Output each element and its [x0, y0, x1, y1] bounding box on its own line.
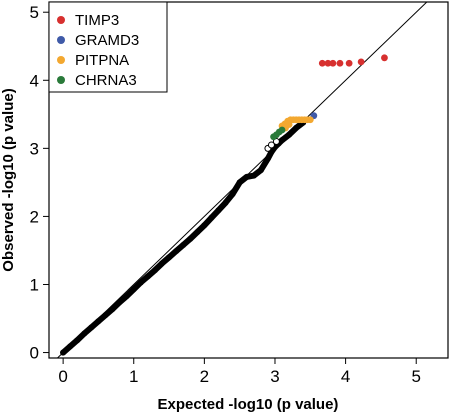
background-point: [201, 222, 208, 229]
background-point: [109, 305, 116, 312]
legend-label-timp3: TIMP3: [75, 12, 119, 29]
background-point: [151, 267, 158, 274]
background-point: [166, 254, 173, 261]
background-point: [236, 179, 243, 186]
y-tick-label: 3: [30, 139, 39, 158]
background-point: [123, 293, 130, 300]
x-tick-label: 4: [341, 367, 350, 386]
background-point: [194, 229, 201, 236]
legend-label-gramd3: GRAMD3: [75, 32, 139, 49]
timp3-point: [318, 59, 326, 67]
background-point: [60, 349, 67, 356]
y-axis-title: Observed -log10 (p value): [0, 88, 17, 271]
legend-marker-chrna3: [57, 76, 65, 84]
background-point: [279, 137, 286, 144]
background-point: [173, 248, 180, 255]
y-tick-label: 0: [30, 344, 39, 363]
y-tick-label: 1: [30, 275, 39, 294]
timp3-point: [329, 59, 337, 67]
background-point: [264, 155, 271, 162]
timp3-point: [357, 58, 365, 66]
legend-marker-timp3: [57, 16, 65, 24]
background-point: [180, 242, 187, 249]
background-point: [215, 207, 222, 214]
background-point: [102, 312, 109, 319]
background-point: [158, 260, 165, 267]
background-point: [81, 330, 88, 337]
background-point: [243, 173, 250, 180]
legend: TIMP3 GRAMD3 PITPNA CHRNA3: [48, 1, 168, 93]
y-axis: 0 1 2 3 4 5: [30, 3, 49, 363]
timp3-point: [381, 54, 388, 62]
plot-frame: [48, 1, 449, 359]
x-tick-label: 2: [200, 367, 209, 386]
background-point: [293, 124, 300, 131]
legend-label-chrna3: CHRNA3: [75, 72, 137, 89]
x-tick-label: 0: [58, 367, 67, 386]
background-point: [137, 279, 144, 286]
background-point: [74, 337, 81, 344]
pitpna-point: [285, 121, 293, 128]
background-point: [208, 214, 215, 221]
background-point: [222, 199, 229, 206]
x-tick-label: 5: [411, 367, 420, 386]
background-point: [95, 318, 102, 325]
y-tick-label: 5: [30, 3, 39, 22]
x-tick-label: 3: [270, 367, 279, 386]
background-point: [88, 324, 95, 331]
background-point: [130, 286, 137, 293]
background-point: [257, 167, 264, 174]
x-tick-label: 1: [129, 367, 138, 386]
timp3-point: [336, 59, 344, 67]
x-axis-title: Expected -log10 (p value): [158, 396, 339, 413]
y-tick-label: 4: [30, 71, 39, 90]
background-point: [116, 299, 123, 306]
timp3-point: [324, 59, 332, 67]
pitpna-point: [306, 116, 314, 124]
timp3-point: [345, 59, 353, 67]
chrna3-point: [278, 126, 286, 134]
background-point: [229, 190, 236, 197]
background-point: [250, 172, 257, 179]
legend-label-pitpna: PITPNA: [75, 52, 129, 69]
background-point: [267, 141, 275, 149]
y-tick-label: 2: [30, 207, 39, 226]
reference-line: [57, 2, 428, 358]
background-point: [187, 235, 194, 242]
background-point: [144, 273, 151, 280]
legend-marker-pitpna: [57, 56, 65, 64]
x-axis: 0 1 2 3 4 5: [58, 358, 421, 386]
background-point: [67, 343, 74, 350]
legend-marker-gramd3: [57, 36, 65, 44]
legend-box: [48, 1, 168, 93]
background-point: [286, 131, 293, 138]
